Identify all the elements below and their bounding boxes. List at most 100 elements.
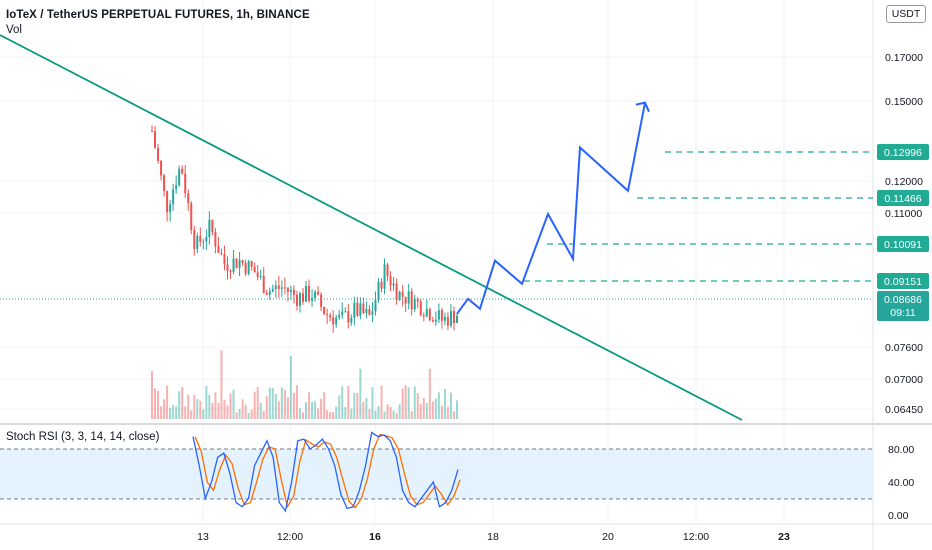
volume-bar <box>365 398 368 419</box>
price-level-text: 0.10091 <box>884 239 922 251</box>
candle-body <box>338 315 341 318</box>
candle-body <box>323 306 326 315</box>
volume-bar <box>395 412 398 419</box>
candle-body <box>380 281 383 289</box>
volume-bar <box>419 403 422 419</box>
candle-body <box>335 317 338 325</box>
volume-bar <box>151 371 153 419</box>
candle-body <box>395 283 398 301</box>
volume-bar <box>404 385 407 419</box>
volume-bar <box>377 406 380 419</box>
volume-bar <box>295 385 298 419</box>
volume-bar <box>226 405 229 419</box>
currency-selector[interactable]: USDT <box>886 5 926 23</box>
volume-bar <box>235 412 238 419</box>
candle-body <box>326 314 329 316</box>
volume-bar <box>301 412 304 419</box>
candle-body <box>214 232 217 247</box>
price-tick-label: 0.15000 <box>885 96 923 108</box>
stoch-d-line <box>194 433 461 509</box>
volume-bar <box>250 409 253 419</box>
candle-body <box>256 272 259 278</box>
time-tick-label: 12:00 <box>683 531 709 543</box>
volume-bar <box>386 404 389 419</box>
volume-bar <box>371 387 374 419</box>
volume-bar <box>205 385 208 419</box>
candle-body <box>422 315 425 317</box>
volume-indicator-label[interactable]: Vol <box>6 24 22 36</box>
candle-body <box>431 320 434 322</box>
candle-body <box>425 309 428 317</box>
rsi-tick-label: 80.00 <box>888 444 914 456</box>
candle-body <box>301 293 304 302</box>
volume-bar <box>244 404 247 419</box>
volume-bar <box>317 408 320 419</box>
candle-body <box>289 289 292 292</box>
price-level-text: 0.09151 <box>884 276 922 288</box>
volume-bar <box>344 407 347 419</box>
candle-body <box>247 261 250 274</box>
time-axis[interactable]: 13 12:00 16 18 20 12:00 23 <box>197 531 790 543</box>
volume-bar <box>305 402 308 419</box>
volume-bar <box>416 393 419 419</box>
volume-bar <box>196 399 199 419</box>
last-price-badge <box>877 291 929 321</box>
volume-bar <box>335 406 338 419</box>
candle-body <box>329 315 332 318</box>
candle-body <box>362 303 365 313</box>
volume-bar <box>341 386 344 419</box>
volume-bar <box>353 393 356 419</box>
volume-bar <box>181 387 184 419</box>
candle-body <box>437 310 440 320</box>
volume-bar <box>368 409 371 419</box>
candle-body <box>292 289 295 295</box>
volume-bar <box>392 410 395 419</box>
candle-body <box>253 266 256 273</box>
volume-bar <box>220 350 223 419</box>
candle-body <box>416 298 419 302</box>
volume-bar <box>223 399 226 419</box>
volume-bar <box>253 391 256 419</box>
candle-body <box>389 276 392 286</box>
price-axis[interactable]: 0.17000 0.15000 0.12000 0.11000 0.07600 0.070… <box>885 52 923 522</box>
candle-body <box>187 193 190 204</box>
volume-bar <box>202 409 205 419</box>
candle-body <box>295 294 298 306</box>
volume-bar <box>268 387 271 419</box>
candle-body <box>320 294 323 307</box>
volume-bar <box>214 392 217 419</box>
candle-body <box>449 310 452 326</box>
volume-bar <box>277 401 280 419</box>
volume-bar <box>431 401 434 419</box>
candle-body <box>166 191 169 213</box>
candle-body <box>160 160 163 176</box>
candle-body <box>223 254 226 265</box>
volume-bar <box>298 408 301 419</box>
volume-bar <box>271 387 274 419</box>
candle-body <box>305 285 308 302</box>
candle-body <box>163 175 166 192</box>
volume-bar <box>289 356 292 419</box>
volume-bar <box>332 412 335 419</box>
volume-bar <box>326 410 329 419</box>
candle-body <box>419 301 422 316</box>
candle-body <box>262 275 265 293</box>
candle-body <box>443 316 446 321</box>
candle-body <box>446 316 449 326</box>
price-level-text: 0.12996 <box>884 147 922 159</box>
price-level-badge <box>877 273 929 289</box>
volume-bar <box>262 411 265 419</box>
rsi-tick-label: 0.00 <box>888 510 909 522</box>
volume-bar <box>449 392 452 419</box>
candle-body <box>308 285 311 301</box>
candle-body <box>356 302 359 316</box>
candle-body <box>151 130 153 132</box>
volume-bar <box>398 404 401 419</box>
stoch-rsi-label[interactable]: Stoch RSI (3, 3, 14, 14, close) <box>6 431 160 443</box>
candle-body <box>377 281 380 301</box>
volume-bar <box>238 408 241 419</box>
volume-bar <box>259 402 262 419</box>
volume-bar <box>311 401 314 419</box>
time-tick-label: 20 <box>602 531 614 543</box>
